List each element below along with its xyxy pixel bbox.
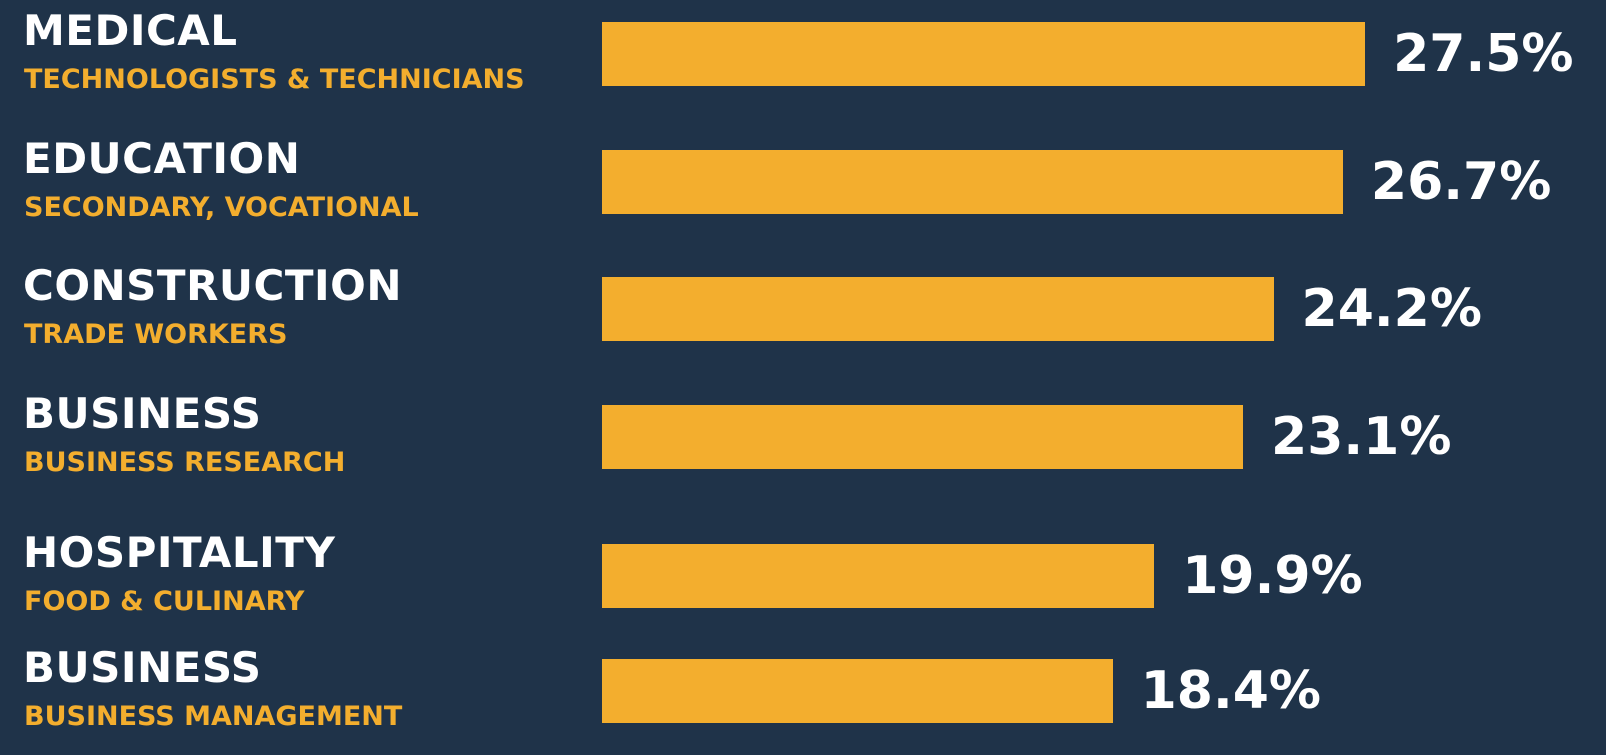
chart-row: BUSINESS BUSINESS RESEARCH 23.1% — [0, 389, 1606, 501]
category-subtitle: SECONDARY, VOCATIONAL — [24, 192, 419, 223]
category-title: EDUCATION — [23, 134, 301, 183]
chart-row: CONSTRUCTION TRADE WORKERS 24.2% — [0, 261, 1606, 373]
category-title: BUSINESS — [23, 389, 262, 438]
category-title: MEDICAL — [23, 6, 238, 55]
chart-row: BUSINESS BUSINESS MANAGEMENT 18.4% — [0, 643, 1606, 755]
chart-row: EDUCATION SECONDARY, VOCATIONAL 26.7% — [0, 134, 1606, 246]
bar — [602, 659, 1113, 723]
bar — [602, 544, 1155, 608]
category-subtitle: TECHNOLOGISTS & TECHNICIANS — [24, 64, 525, 95]
value-label: 27.5% — [1393, 24, 1574, 84]
value-label: 18.4% — [1140, 661, 1321, 721]
category-title: BUSINESS — [23, 643, 262, 692]
category-title: HOSPITALITY — [23, 528, 336, 577]
value-label: 26.7% — [1370, 152, 1552, 212]
category-subtitle: BUSINESS MANAGEMENT — [24, 701, 403, 732]
category-subtitle: FOOD & CULINARY — [24, 586, 305, 617]
bar-chart: MEDICAL TECHNOLOGISTS & TECHNICIANS 27.5% E… — [0, 6, 1606, 732]
bar — [602, 150, 1343, 214]
bar — [602, 405, 1244, 469]
category-subtitle: TRADE WORKERS — [24, 319, 288, 350]
value-label: 19.9% — [1182, 546, 1363, 606]
value-label: 23.1% — [1271, 407, 1452, 467]
bar — [602, 22, 1366, 86]
bar — [602, 277, 1274, 341]
chart-row: HOSPITALITY FOOD & CULINARY 19.9% — [0, 528, 1606, 640]
chart-row: MEDICAL TECHNOLOGISTS & TECHNICIANS 27.5% — [0, 6, 1606, 118]
value-label: 24.2% — [1301, 279, 1482, 339]
category-subtitle: BUSINESS RESEARCH — [24, 447, 346, 478]
category-title: CONSTRUCTION — [23, 261, 402, 310]
